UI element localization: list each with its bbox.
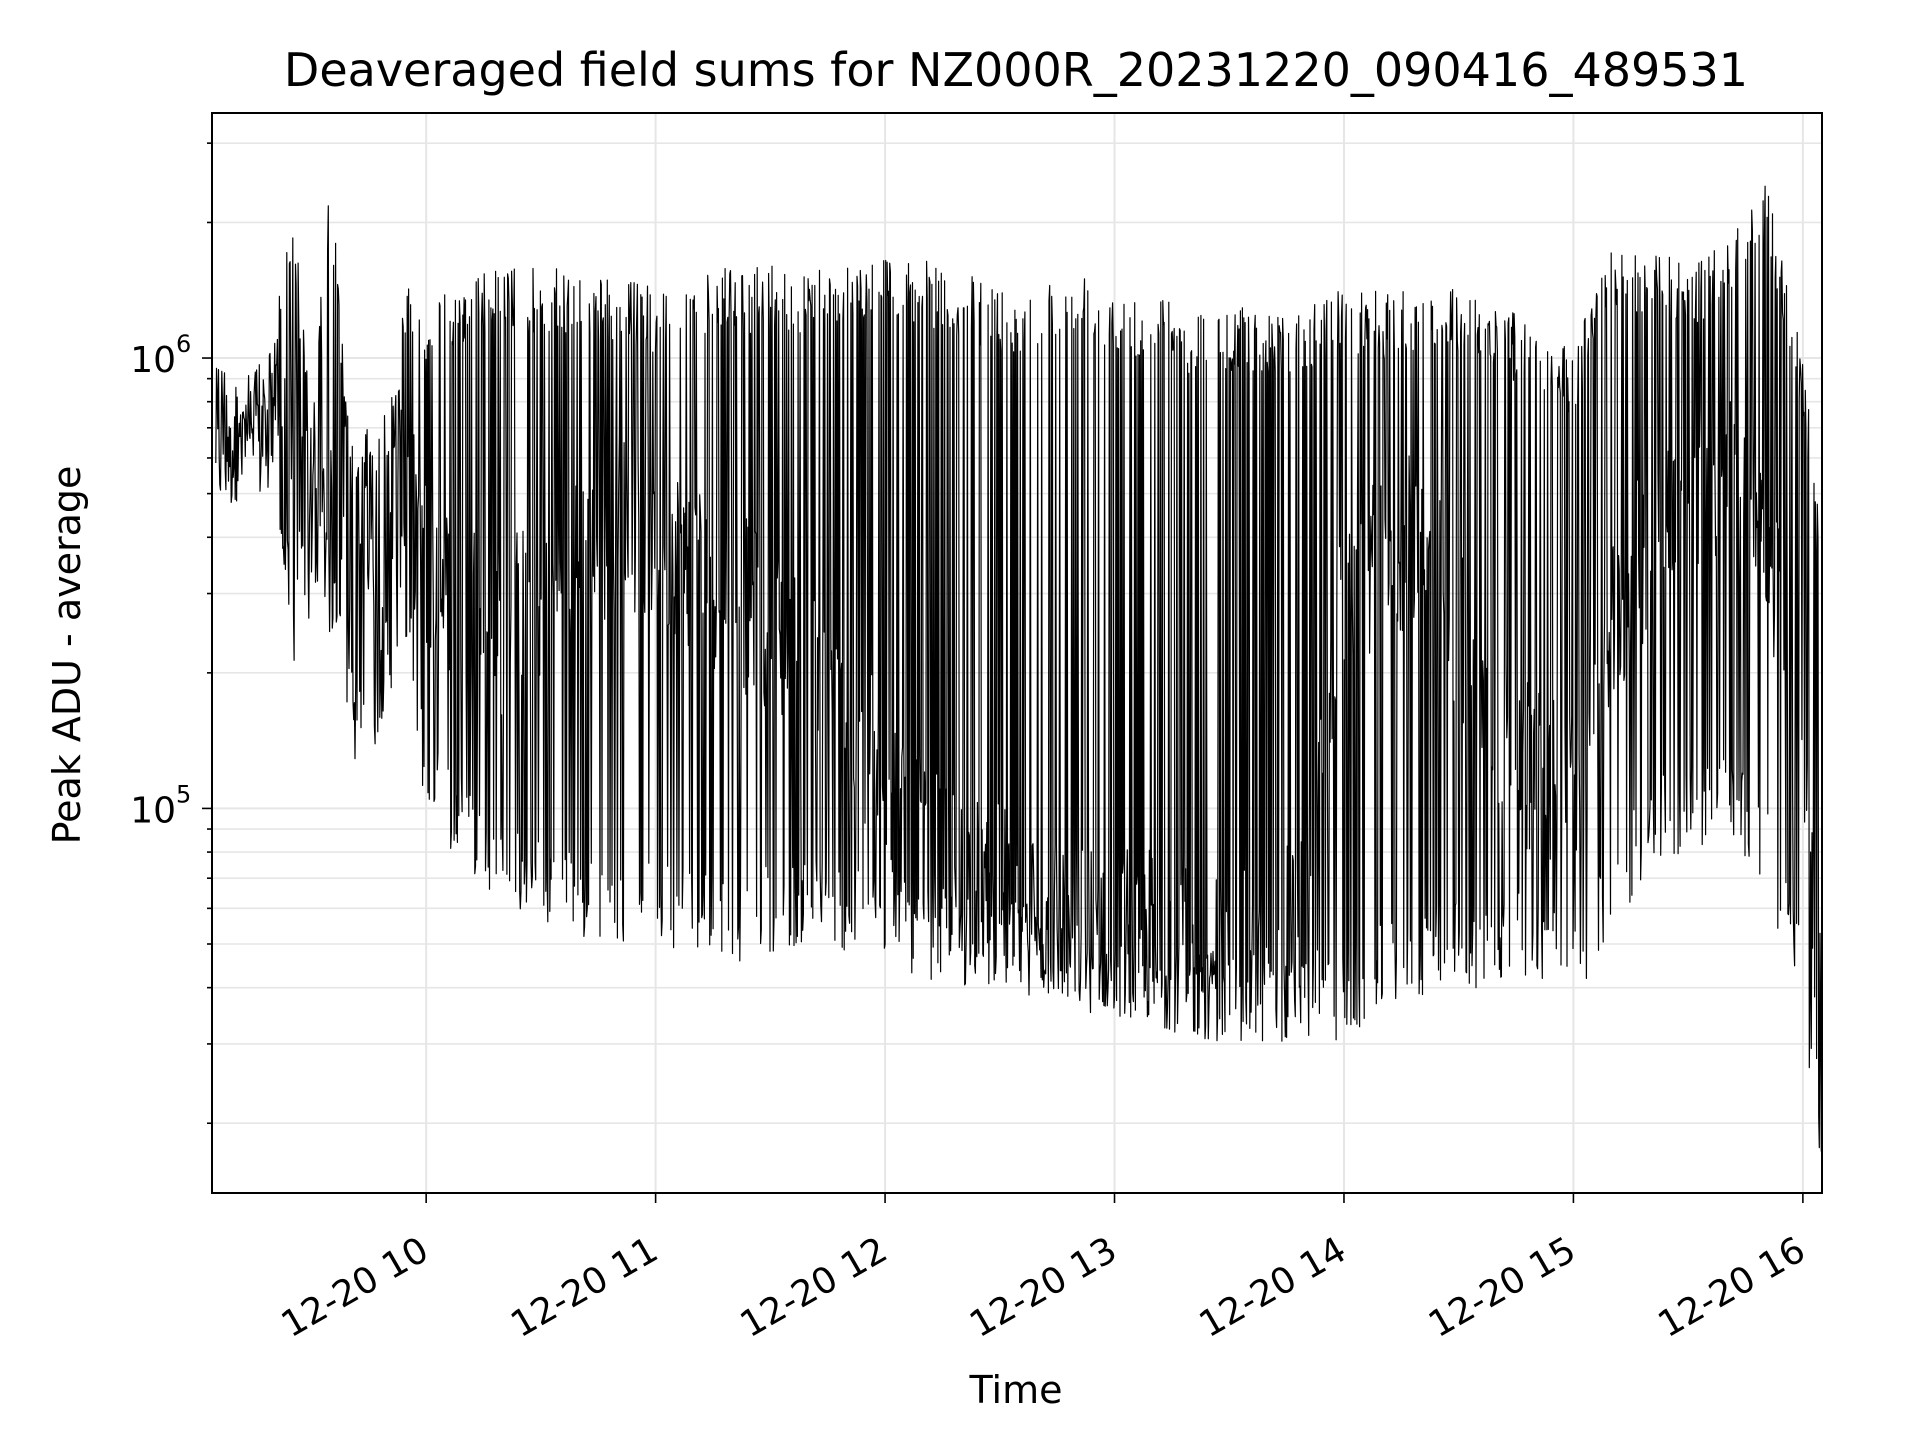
series-line [215, 185, 1823, 1152]
series-layer [215, 185, 1823, 1152]
chart-title: Deaveraged field sums for NZ000R_2023122… [284, 43, 1748, 97]
y-tick-exponent: 5 [176, 780, 191, 808]
y-tick-base: 10 [130, 340, 176, 381]
y-tick-label: 10 [130, 340, 176, 381]
y-tick-label: 10 [130, 790, 176, 831]
y-tick-base: 10 [130, 790, 176, 831]
y-tick-exponent: 6 [176, 330, 191, 358]
plot-frame [211, 112, 1823, 1194]
x-axis-label: Time [969, 1368, 1063, 1412]
y-axis-label: Peak ADU - average [45, 466, 89, 845]
